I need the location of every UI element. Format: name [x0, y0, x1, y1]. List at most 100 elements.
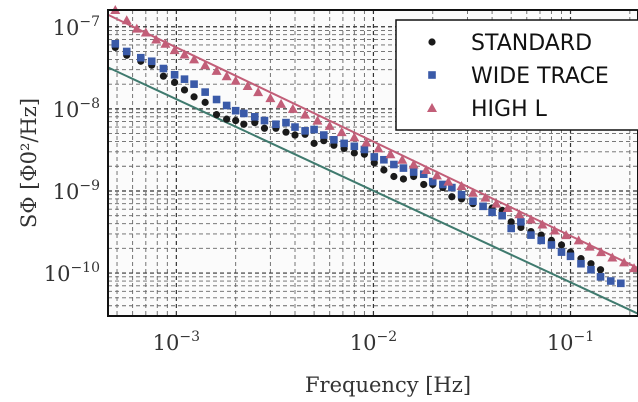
data-point — [527, 231, 535, 239]
data-point — [456, 180, 467, 190]
data-point — [491, 198, 502, 208]
data-point — [287, 103, 298, 113]
data-point — [557, 241, 566, 249]
data-point — [587, 265, 595, 274]
data-point — [617, 279, 625, 288]
data-point — [232, 116, 240, 125]
data-point — [160, 38, 171, 48]
data-point — [537, 219, 548, 229]
data-point — [457, 190, 466, 199]
legend: STANDARD WIDE TRACE HIGH L — [395, 19, 638, 131]
y-tick-label: 10−7 — [53, 14, 100, 40]
data-point — [350, 142, 359, 151]
data-point — [584, 241, 595, 251]
data-point — [370, 153, 379, 161]
data-point — [136, 53, 145, 62]
data-point — [147, 57, 156, 66]
data-point — [300, 109, 311, 119]
plot-frame — [107, 9, 638, 317]
legend-label: STANDARD — [471, 31, 592, 56]
data-point — [151, 34, 162, 44]
data-point — [242, 80, 253, 90]
data-point — [619, 257, 630, 267]
data-point — [140, 27, 151, 37]
data-point — [561, 230, 572, 240]
data-point — [587, 260, 595, 268]
axis-ticks: 10−3 10−2 10−1 10−7 10−8 10−9 10−10 — [44, 14, 594, 355]
data-point — [121, 15, 132, 25]
data-point — [469, 197, 477, 206]
data-point — [596, 247, 607, 257]
data-point — [180, 86, 189, 94]
data-point — [480, 192, 491, 202]
data-point — [421, 165, 432, 175]
data-point — [131, 23, 142, 33]
data-point — [231, 106, 240, 115]
data-point — [390, 172, 398, 181]
data-point — [340, 139, 348, 148]
data-point — [498, 211, 506, 220]
data-point — [171, 78, 179, 87]
data-point — [397, 154, 408, 164]
data-point — [282, 118, 290, 127]
data-point — [448, 183, 456, 192]
data-point — [212, 111, 221, 119]
legend-marker-square — [428, 71, 436, 79]
data-point — [399, 164, 408, 172]
data-point — [291, 131, 299, 139]
data-point — [488, 208, 496, 217]
legend-label: HIGH L — [471, 97, 548, 122]
y-tick-label: 10−8 — [53, 96, 100, 122]
fit-line — [107, 66, 638, 315]
x-tick-label: 10−1 — [547, 329, 594, 355]
y-axis-label: SΦ [Φ0²/Hz] — [17, 98, 41, 228]
data-point — [514, 209, 525, 219]
data-point — [431, 170, 442, 180]
data-point — [320, 131, 328, 139]
data-point — [507, 224, 515, 233]
data-point — [190, 80, 198, 88]
data-point — [250, 113, 259, 121]
data-point — [291, 123, 299, 131]
data-point — [201, 98, 209, 106]
data-point — [312, 115, 323, 125]
legend-label: WIDE TRACE — [471, 64, 609, 89]
x-axis-label: Frequency [Hz] — [305, 373, 471, 397]
data-point — [361, 137, 372, 147]
legend-marker-triangle — [427, 103, 437, 112]
data-point — [336, 127, 347, 137]
data-markers — [110, 5, 638, 288]
data-point — [537, 236, 545, 245]
data-point — [200, 60, 211, 70]
data-point — [221, 71, 232, 81]
data-point — [420, 180, 428, 189]
data-point — [272, 120, 280, 129]
data-point — [265, 93, 276, 103]
data-point — [370, 159, 378, 167]
data-point — [517, 218, 525, 226]
data-point — [606, 277, 615, 285]
data-point — [350, 149, 358, 157]
data-point — [525, 214, 536, 224]
data-point — [330, 135, 338, 144]
data-point — [557, 248, 566, 256]
data-point — [169, 45, 180, 55]
data-point — [324, 120, 335, 130]
data-point — [373, 143, 384, 153]
data-point — [230, 75, 241, 85]
data-point — [419, 170, 428, 179]
data-point — [443, 176, 454, 186]
data-point — [260, 124, 269, 132]
data-point — [408, 159, 419, 169]
data-point — [222, 101, 231, 110]
data-point — [189, 54, 200, 64]
data-point — [310, 125, 318, 134]
data-point — [380, 166, 388, 174]
data-point — [240, 109, 248, 118]
data-point — [607, 252, 618, 262]
data-point — [507, 218, 515, 226]
data-point — [409, 168, 418, 176]
data-point — [211, 65, 222, 75]
data-point — [380, 155, 388, 164]
data-point — [479, 202, 487, 211]
